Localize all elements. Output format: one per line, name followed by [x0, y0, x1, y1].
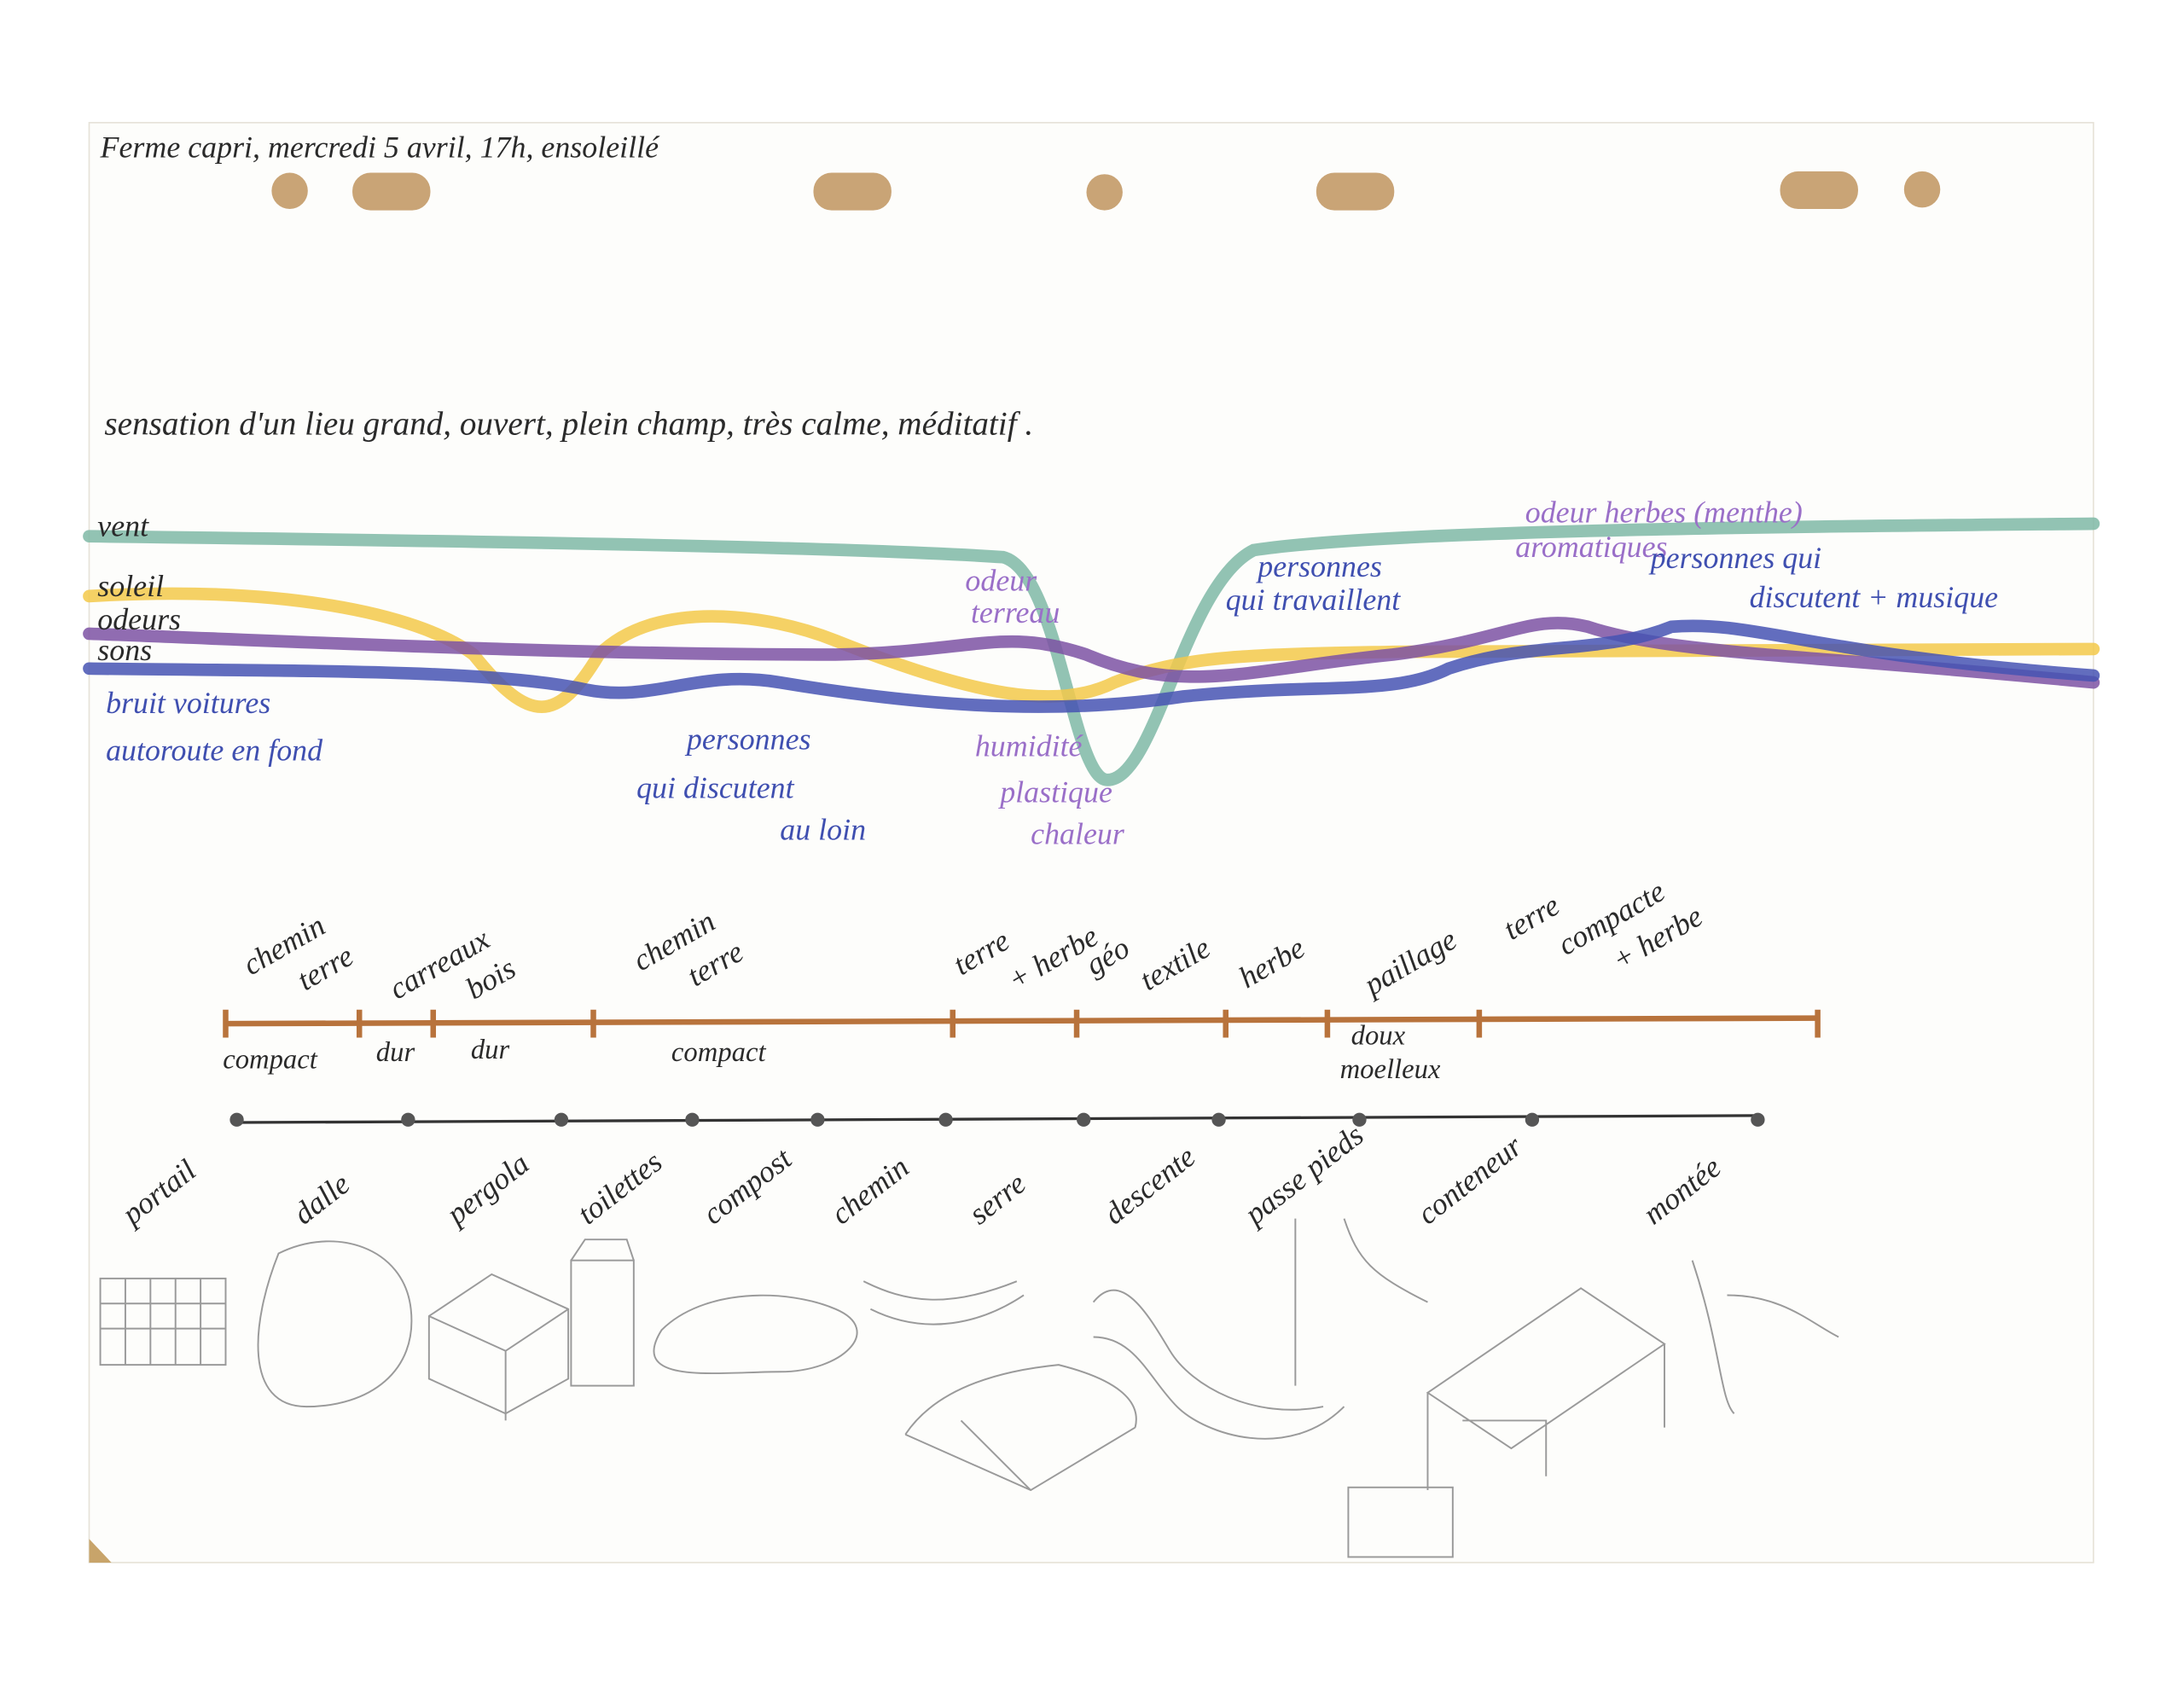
annotation: aromatiques — [1515, 530, 1667, 564]
annotation: bruit voitures — [106, 686, 270, 720]
annotation: personnes — [1255, 549, 1382, 583]
annotation: chaleur — [1031, 816, 1125, 850]
path-line — [236, 1114, 1758, 1124]
layer-curve — [83, 517, 2100, 786]
annotation: autoroute en fond — [106, 734, 323, 768]
quality-label: compact — [223, 1044, 318, 1075]
annotation: terreau — [971, 595, 1060, 629]
paper — [88, 121, 2094, 1563]
quality-label: moelleux — [1340, 1054, 1441, 1085]
annotation: odeur — [965, 563, 1037, 597]
material-line — [225, 1015, 1818, 1027]
binder-holes — [271, 171, 1941, 211]
annotation: au loin — [780, 813, 866, 847]
waypoint — [938, 1112, 953, 1127]
waypoint — [1352, 1112, 1367, 1127]
quality-label: dur — [376, 1037, 415, 1068]
quality-label: compact — [671, 1037, 767, 1068]
waypoint — [810, 1112, 825, 1127]
waypoint — [1211, 1112, 1226, 1127]
waypoint — [685, 1112, 700, 1127]
layer-curve — [83, 619, 2100, 713]
sketches — [99, 1218, 1839, 1558]
quality-label: dur — [471, 1035, 510, 1065]
waypoint — [229, 1112, 244, 1127]
waypoint — [1077, 1112, 1091, 1127]
paper-corner — [89, 1539, 112, 1563]
waypoint — [1525, 1112, 1540, 1127]
annotation: personnes — [684, 722, 811, 756]
layer-label: sons — [97, 633, 152, 667]
annotation: personnes qui — [1648, 541, 1821, 575]
annotation: qui discutent — [636, 771, 795, 805]
annotation: plastique — [997, 775, 1112, 809]
layer-label: vent — [97, 509, 149, 543]
impression: sensation d'un lieu grand, ouvert, plein… — [104, 405, 1033, 442]
annotation: odeur herbes (menthe) — [1525, 495, 1803, 529]
waypoint — [401, 1112, 415, 1127]
waypoint — [554, 1112, 569, 1127]
layer-label: odeurs — [97, 602, 181, 636]
waypoint — [1751, 1112, 1765, 1127]
title: Ferme capri, mercredi 5 avril, 17h, enso… — [100, 131, 661, 165]
annotation: qui travaillent — [1226, 583, 1401, 617]
layer-label: soleil — [97, 569, 164, 603]
annotation: discutent + musique — [1750, 580, 1999, 614]
quality-label: doux — [1351, 1021, 1406, 1052]
layer-curve — [83, 617, 2100, 689]
annotation: humidité — [975, 729, 1084, 763]
